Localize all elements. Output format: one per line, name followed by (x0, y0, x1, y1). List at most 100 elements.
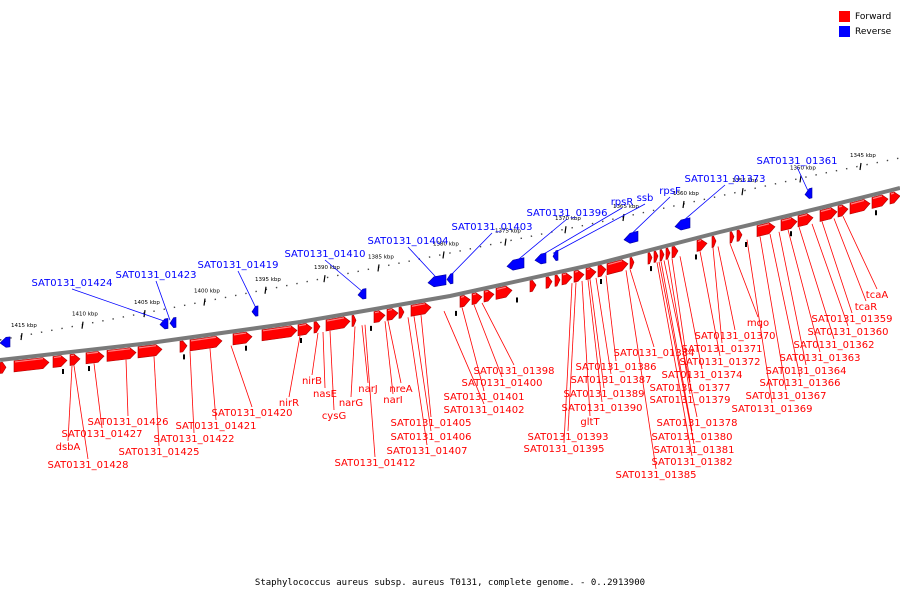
gene-marker (516, 297, 518, 303)
ruler-tick-label: 1405 kbp (134, 300, 160, 306)
legend-forward-label: Forward (855, 11, 892, 22)
forward-gene (659, 249, 665, 262)
ruler-tick-label: 1380 kbp (433, 241, 459, 247)
leader-line (288, 335, 301, 398)
leader-line (443, 310, 485, 405)
forward-gene (736, 229, 743, 242)
leader-line (324, 259, 363, 292)
leader-line (329, 330, 335, 411)
gene-label: SAT0131_01379 (650, 395, 731, 406)
backbone (0, 186, 900, 362)
gene-label: ssb (637, 193, 654, 204)
ruler-tick (442, 251, 445, 259)
reverse-gene (552, 249, 559, 262)
gene-label: SAT0131_01426 (88, 417, 169, 428)
gene-label: nirB (302, 376, 322, 387)
genome-caption: Staphylococcus aureus subsp. aureus T013… (254, 578, 646, 588)
gene-label: SAT0131_01412 (335, 458, 416, 469)
gene-label: rpsF (659, 186, 681, 197)
gene-label: SAT0131_01367 (746, 391, 827, 402)
reverse-gene (534, 252, 547, 265)
leader-line (473, 304, 503, 378)
gene-label: SAT0131_01359 (812, 314, 893, 325)
gene-label: SAT0131_01389 (564, 389, 645, 400)
leader-line (67, 365, 73, 442)
gene-highlight (460, 295, 465, 298)
reverse-gene (159, 318, 169, 330)
forward-gene (837, 204, 849, 218)
forward-gene (889, 191, 900, 205)
gene-label: SAT0131_01405 (391, 418, 472, 429)
forward-gene (671, 245, 679, 259)
leader-line (811, 223, 849, 327)
leader-line (595, 277, 612, 375)
ruler-tick (264, 286, 267, 294)
leader-line (230, 345, 253, 408)
legend-forward: Forward (839, 9, 897, 24)
gene-highlight (697, 239, 702, 243)
gene-label: SAT0131_01393 (528, 432, 609, 443)
ruler-tick-label: 1400 kbp (194, 289, 220, 295)
leader-line (73, 365, 89, 460)
gene-marker (650, 266, 652, 272)
forward-gene (0, 361, 7, 374)
leader-line (93, 363, 103, 429)
gene-label: SAT0131_01404 (368, 236, 449, 247)
ruler-tick (377, 264, 380, 272)
gene-label: SAT0131_01387 (571, 375, 652, 386)
gene-highlight (262, 326, 292, 332)
forward-gene (653, 250, 659, 263)
ruler-tick (682, 200, 685, 209)
leader-line (759, 236, 787, 391)
gene-label: tcaR (855, 302, 878, 313)
leader-line (71, 288, 165, 322)
leader-line (237, 270, 257, 309)
gene-label: SAT0131_01360 (808, 327, 889, 338)
forward-gene (495, 285, 513, 300)
gene-label: SAT0131_01410 (285, 249, 366, 260)
forward-gene (780, 217, 798, 232)
gene-highlight (496, 286, 507, 290)
reverse-gene (0, 336, 11, 348)
forward-gene (232, 331, 253, 346)
genes (0, 187, 900, 374)
forward-gene (410, 302, 432, 317)
forward-swatch (839, 11, 850, 22)
gene-label: SAT0131_01384 (614, 348, 695, 359)
leader-line (125, 359, 129, 417)
leader-line (660, 261, 693, 432)
ruler: 1345 kbp 1350 kbp 1355 kbp 1360 kbp 1365 kbp… (0, 153, 900, 341)
ruler-tick-label: 1370 kbp (555, 216, 581, 222)
reverse-gene (169, 317, 177, 329)
gene-highlight (586, 268, 591, 271)
ruler-tick-label: 1355 kbp (732, 178, 758, 184)
leader-line (667, 259, 691, 395)
gene-label: SAT0131_01427 (62, 429, 143, 440)
ruler-tick-label: 1360 kbp (673, 191, 699, 197)
forward-gene (797, 213, 814, 228)
gene-marker (62, 368, 64, 374)
gene-label: SAT0131_01386 (576, 362, 657, 373)
gene-highlight (872, 195, 883, 200)
reverse-gene (251, 305, 259, 317)
gene-highlight (757, 223, 770, 228)
ruler-tick-label: 1365 kbp (613, 204, 639, 210)
forward-gene (398, 306, 405, 319)
forward-gene (585, 267, 597, 280)
ruler-tick (323, 275, 326, 283)
gene-label: SAT0131_01400 (462, 378, 543, 389)
gene-marker (370, 325, 372, 331)
gene-label: SAT0131_01378 (657, 418, 738, 429)
gene-label: nreA (389, 384, 412, 395)
forward-gene (85, 351, 105, 365)
leader-line (589, 279, 605, 389)
legend-reverse: Reverse (839, 24, 897, 39)
gene-marker (745, 242, 747, 247)
gene-highlight (298, 323, 307, 327)
leader-line (581, 280, 591, 417)
gene-labels: SAT0131_01361SAT0131_01373rpsFssbrpsRSAT… (32, 156, 893, 481)
forward-gene (545, 276, 553, 289)
leader-line (461, 307, 485, 392)
gene-highlight (850, 199, 865, 205)
